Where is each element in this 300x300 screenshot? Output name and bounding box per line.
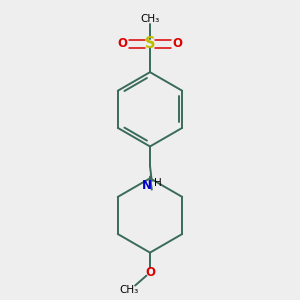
Text: N: N (142, 179, 152, 192)
Text: S: S (145, 36, 155, 51)
Text: CH₃: CH₃ (140, 14, 160, 24)
Text: CH₃: CH₃ (119, 285, 138, 295)
Text: O: O (172, 37, 182, 50)
Text: O: O (118, 37, 128, 50)
Text: H: H (154, 178, 162, 188)
Text: O: O (145, 266, 155, 279)
